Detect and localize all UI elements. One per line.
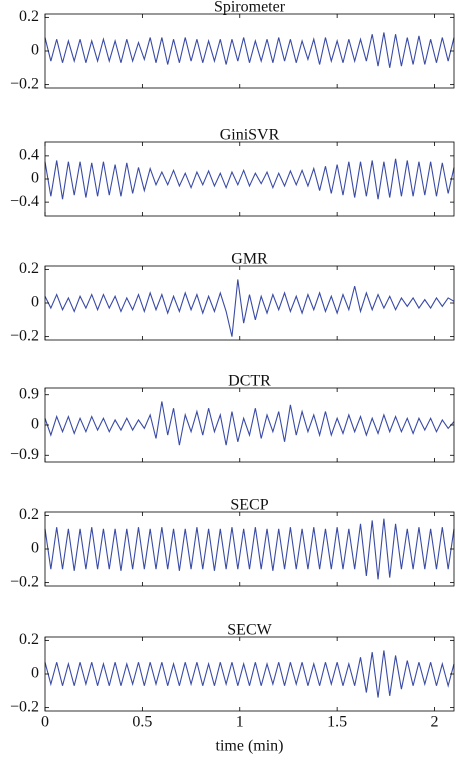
y-tick-label: −0.9 — [10, 446, 39, 463]
y-tick-label: 0.2 — [19, 631, 39, 648]
signal-line — [44, 518, 455, 580]
y-tick-label: −0.4 — [10, 193, 39, 210]
y-tick-label: −0.2 — [10, 75, 39, 92]
y-tick-label: 0 — [31, 42, 39, 59]
panel-title: Spirometer — [214, 0, 286, 16]
x-axis-label: time (min) — [216, 738, 284, 755]
y-tick-label: 0 — [31, 540, 39, 557]
x-tick-label: 1.5 — [327, 714, 347, 731]
y-tick-label: 0.2 — [19, 260, 39, 277]
signal-line — [44, 650, 455, 698]
panel-title: GMR — [231, 251, 268, 268]
panel-title: DCTR — [228, 373, 271, 390]
signal-line — [44, 32, 455, 68]
x-tick-label: 0.5 — [132, 714, 152, 731]
signal-line — [44, 401, 455, 446]
y-tick-label: 0 — [31, 170, 39, 187]
panel-title: SECP — [230, 497, 268, 514]
y-tick-label: −0.2 — [10, 327, 39, 344]
y-tick-label: −0.2 — [10, 698, 39, 715]
signal-line — [44, 158, 455, 200]
y-tick-label: 0 — [31, 294, 39, 311]
y-tick-label: 0 — [31, 416, 39, 433]
y-tick-label: 0.2 — [19, 8, 39, 25]
x-tick-label: 2 — [431, 714, 439, 731]
x-tick-label: 0 — [41, 714, 49, 731]
y-tick-label: 0.2 — [19, 506, 39, 523]
signal-line — [44, 279, 455, 337]
y-tick-label: 0 — [31, 665, 39, 682]
y-tick-label: −0.2 — [10, 573, 39, 590]
panel-title: GiniSVR — [220, 127, 280, 144]
y-tick-label: 0.4 — [19, 147, 39, 164]
panel-title: SECW — [227, 622, 272, 639]
y-tick-label: 0.9 — [19, 385, 39, 402]
x-tick-label: 1 — [236, 714, 244, 731]
